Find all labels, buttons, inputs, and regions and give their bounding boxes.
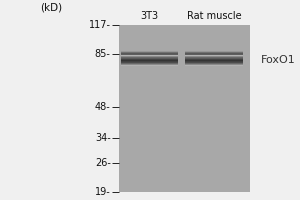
Bar xyxy=(184,64,243,65)
Bar xyxy=(184,60,243,61)
Bar xyxy=(184,62,243,63)
Bar xyxy=(184,59,243,60)
Bar xyxy=(121,59,178,60)
Text: 34-: 34- xyxy=(95,133,111,143)
Bar xyxy=(121,63,178,64)
Bar xyxy=(121,61,178,62)
Bar xyxy=(121,56,178,57)
Bar xyxy=(184,65,243,66)
Bar xyxy=(184,63,243,64)
Bar xyxy=(184,57,243,58)
Text: 48-: 48- xyxy=(95,102,111,112)
Bar xyxy=(121,57,178,58)
Bar xyxy=(121,58,178,59)
Bar xyxy=(121,56,178,57)
Bar xyxy=(184,56,243,57)
Bar xyxy=(184,55,243,56)
Text: 26-: 26- xyxy=(95,158,111,168)
Bar xyxy=(121,52,178,53)
Text: 19-: 19- xyxy=(95,187,111,197)
Text: Rat muscle: Rat muscle xyxy=(187,11,241,21)
Bar xyxy=(121,57,178,58)
Bar xyxy=(184,53,243,54)
Text: 117-: 117- xyxy=(89,20,111,30)
Bar xyxy=(121,54,178,55)
Bar xyxy=(184,56,243,57)
Bar xyxy=(121,51,178,52)
Text: (kD): (kD) xyxy=(40,3,62,13)
Bar xyxy=(119,25,250,192)
Bar xyxy=(121,55,178,56)
Text: FoxO1: FoxO1 xyxy=(261,55,296,65)
Bar xyxy=(121,62,178,63)
Bar xyxy=(184,51,243,52)
Bar xyxy=(121,60,178,61)
Bar xyxy=(121,53,178,54)
Bar xyxy=(184,57,243,58)
Bar xyxy=(184,61,243,62)
Text: 85-: 85- xyxy=(95,49,111,59)
Bar xyxy=(184,55,243,56)
Bar xyxy=(121,55,178,56)
Bar xyxy=(184,58,243,59)
Bar xyxy=(121,65,178,66)
Bar xyxy=(184,52,243,53)
Bar xyxy=(184,54,243,55)
Text: 3T3: 3T3 xyxy=(140,11,158,21)
Bar xyxy=(121,64,178,65)
